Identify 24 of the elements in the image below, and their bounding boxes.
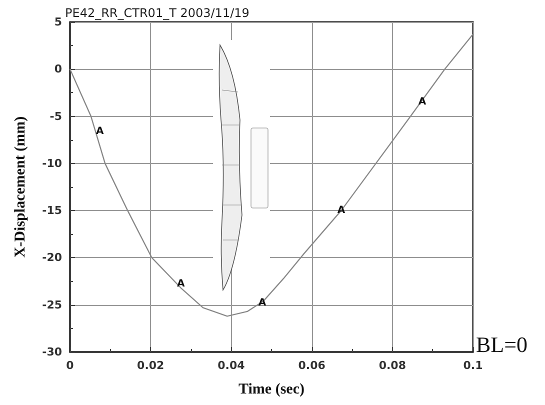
y-tick-label: 0: [54, 62, 62, 76]
y-tick-label: 5: [54, 16, 62, 28]
y-tick-label: -5: [50, 110, 62, 123]
x-tick-label: 0.06: [298, 359, 326, 372]
x-tick-label: 0.08: [378, 359, 406, 372]
y-tick-label: -20: [42, 251, 62, 264]
chart-title: PE42_RR_CTR01_T 2003/11/19: [65, 6, 250, 20]
y-axis-title: X-Displacement (mm): [12, 116, 28, 258]
annotation: A: [176, 278, 185, 290]
y-tick-label: -25: [42, 298, 62, 312]
y-tick-label: -30: [42, 346, 62, 358]
y-tick-label: -15: [42, 204, 62, 218]
x-tick-label: 0.02: [137, 359, 164, 372]
x-axis-title: Time (sec): [238, 382, 304, 398]
annotation: A: [96, 126, 104, 137]
y-tick-label: -10: [42, 156, 62, 170]
x-tick-label: 0: [66, 359, 74, 372]
x-tick-label: 0.1: [463, 359, 483, 372]
x-tick-label: 0.04: [218, 359, 246, 372]
line-series: [69, 34, 474, 317]
annotation: A: [258, 297, 266, 308]
annotation: A: [418, 96, 426, 108]
text: BL=0: [476, 332, 528, 358]
annotation: A: [337, 205, 346, 216]
